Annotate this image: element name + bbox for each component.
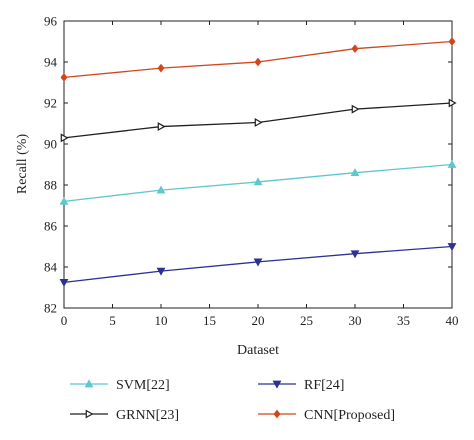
x-tick-label: 40 — [446, 313, 459, 328]
legend-label-grnn-23: GRNN[23] — [116, 408, 179, 423]
data-point-svm-22 — [156, 185, 166, 194]
data-point-cnn-proposed — [157, 63, 165, 73]
x-tick-label: 5 — [109, 313, 116, 328]
y-tick-label: 92 — [44, 96, 57, 111]
data-point-cnn-proposed — [60, 73, 68, 82]
data-point-rf-24 — [447, 243, 457, 252]
data-point-rf-24 — [156, 267, 166, 276]
x-tick-label: 30 — [349, 313, 362, 328]
data-point-cnn-proposed — [254, 57, 262, 67]
y-axis-label: Recall (%) — [15, 134, 30, 195]
y-tick-label: 84 — [44, 260, 58, 275]
data-point-svm-22 — [253, 177, 263, 186]
x-tick-label: 0 — [61, 313, 68, 328]
legend-label-rf-24: RF[24] — [304, 378, 344, 393]
y-tick-label: 96 — [44, 14, 58, 29]
data-point-svm-22 — [350, 168, 360, 177]
y-tick-label: 82 — [44, 301, 57, 316]
y-tick-label: 94 — [44, 55, 58, 70]
data-point-rf-24 — [253, 258, 263, 267]
x-tick-label: 25 — [300, 313, 313, 328]
legend-label-cnn-proposed: CNN[Proposed] — [304, 408, 395, 423]
data-point-rf-24 — [350, 250, 360, 259]
x-tick-label: 15 — [203, 313, 216, 328]
y-tick-label: 90 — [44, 137, 57, 152]
data-point-cnn-proposed — [448, 37, 456, 46]
x-tick-label: 10 — [155, 313, 168, 328]
data-point-grnn-23 — [157, 122, 166, 131]
y-tick-label: 86 — [44, 219, 58, 234]
data-point-grnn-23 — [60, 133, 69, 143]
data-point-svm-22 — [59, 196, 69, 205]
data-point-svm-22 — [447, 159, 457, 168]
data-point-grnn-23 — [351, 104, 360, 114]
x-axis-label: Dataset — [237, 343, 279, 358]
legend-marker-rf-24 — [272, 380, 282, 389]
legend-marker-svm-22 — [84, 379, 94, 388]
y-tick-label: 88 — [44, 178, 57, 193]
data-point-grnn-23 — [254, 118, 263, 127]
legend: SVM[22] RF[24] GRNN[23] CNN[Proposed] — [70, 378, 395, 423]
data-point-cnn-proposed — [351, 44, 359, 54]
data-point-rf-24 — [59, 279, 69, 288]
data-point-grnn-23 — [448, 98, 457, 108]
legend-label-svm-22: SVM[22] — [116, 378, 170, 393]
legend-marker-grnn-23 — [85, 409, 94, 419]
legend-marker-cnn-proposed — [273, 409, 281, 419]
x-tick-label: 20 — [252, 313, 265, 328]
x-tick-label: 35 — [397, 313, 410, 328]
